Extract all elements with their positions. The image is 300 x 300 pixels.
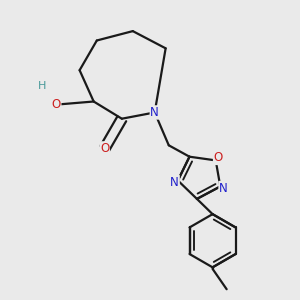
Text: H: H (38, 81, 46, 91)
Text: N: N (150, 106, 159, 119)
Text: O: O (214, 152, 223, 164)
Text: O: O (100, 142, 109, 155)
Text: N: N (170, 176, 179, 189)
Text: N: N (219, 182, 228, 194)
Text: O: O (52, 98, 61, 111)
